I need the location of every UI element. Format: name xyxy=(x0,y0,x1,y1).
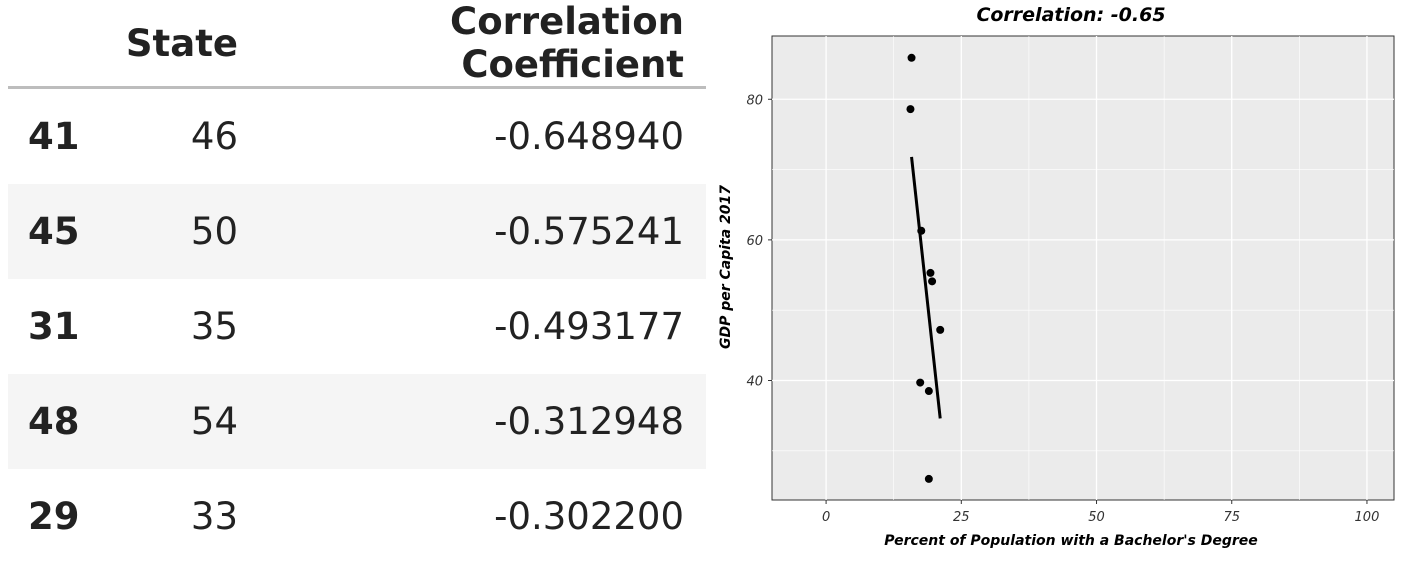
scatter-chart-svg: Correlation: -0.65 0 25 50 75 100 40 60 80 Per… xyxy=(718,4,1395,549)
row-correlation: -0.312948 xyxy=(260,374,706,469)
data-point xyxy=(917,226,926,235)
row-state: 50 xyxy=(114,184,260,279)
x-tick-label: 50 xyxy=(1088,510,1105,525)
data-point xyxy=(916,378,925,387)
row-state: 35 xyxy=(190,305,238,348)
y-tick-label: 60 xyxy=(746,234,763,249)
data-point xyxy=(906,105,915,114)
data-point xyxy=(928,277,937,286)
fit-line xyxy=(910,156,942,419)
row-index: 45 xyxy=(8,184,114,279)
row-index: 48 xyxy=(8,374,114,469)
header-correlation-coefficient: Correlation Coefficient xyxy=(260,0,706,89)
x-tick-label: 25 xyxy=(953,510,970,525)
data-points xyxy=(906,53,945,483)
row-index: 31 xyxy=(28,305,80,348)
row-correlation: -0.575241 xyxy=(260,184,706,279)
x-axis-ticks: 0 25 50 75 100 xyxy=(822,500,1379,525)
plot-panel xyxy=(771,35,1395,501)
y-tick-label: 40 xyxy=(746,374,763,389)
data-point xyxy=(936,325,945,334)
data-point xyxy=(907,53,916,62)
table-row: 48 54 -0.312948 xyxy=(8,374,706,469)
chart-title: Correlation: -0.65 xyxy=(976,4,1165,26)
table-header-row: State Correlation Coefficient xyxy=(8,0,706,89)
row-state: 54 xyxy=(114,374,260,469)
table-row: 31 35 -0.493177 xyxy=(8,279,706,374)
scatter-chart: Correlation: -0.65 0 25 50 75 100 40 60 80 Per… xyxy=(706,0,1413,564)
row-index: 41 xyxy=(28,115,80,158)
x-tick-label: 0 xyxy=(822,510,830,525)
row-correlation: -0.493177 xyxy=(494,305,684,348)
data-point xyxy=(924,387,933,396)
y-tick-label: 80 xyxy=(746,93,763,108)
table-row: 29 33 -0.302200 xyxy=(8,469,706,564)
data-point xyxy=(926,268,935,277)
y-axis-label: GDP per Capita 2017 xyxy=(718,185,734,349)
data-point xyxy=(924,474,933,483)
table-row: 45 50 -0.575241 xyxy=(8,184,706,279)
row-state: 33 xyxy=(190,495,238,538)
x-axis-label: Percent of Population with a Bachelor's … xyxy=(884,533,1258,549)
header-state: State xyxy=(114,0,260,89)
correlation-table-container: State Correlation Coefficient 41 46 -0.6… xyxy=(8,0,706,564)
row-state: 46 xyxy=(190,115,238,158)
row-index: 29 xyxy=(28,495,80,538)
header-index xyxy=(8,0,114,89)
correlation-table: State Correlation Coefficient 41 46 -0.6… xyxy=(8,0,706,564)
grid-lines xyxy=(772,36,1394,500)
fit-line-group xyxy=(910,156,942,419)
x-tick-label: 100 xyxy=(1355,510,1380,525)
y-axis-ticks: 40 60 80 xyxy=(746,93,772,389)
row-correlation: -0.648940 xyxy=(494,115,684,158)
row-correlation: -0.302200 xyxy=(494,495,684,538)
x-tick-label: 75 xyxy=(1223,510,1240,525)
table-row: 41 46 -0.648940 xyxy=(8,88,706,185)
